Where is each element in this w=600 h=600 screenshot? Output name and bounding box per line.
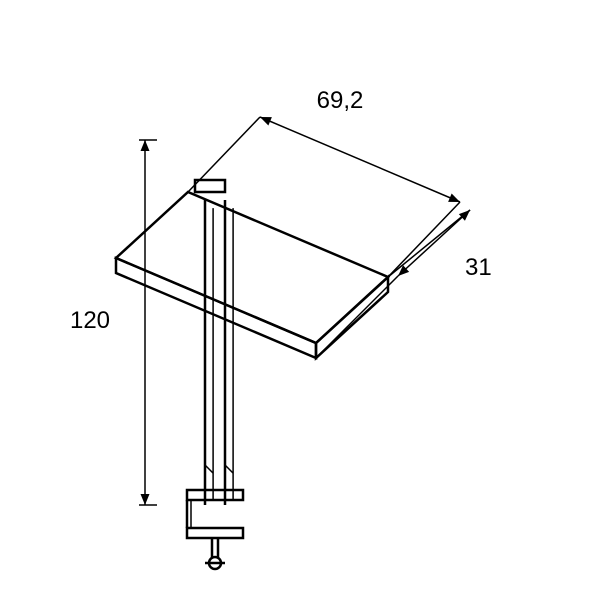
lamp-object	[116, 180, 388, 569]
dim-height-label: 120	[70, 307, 110, 334]
dimension-drawing: 120 69,2 31	[0, 0, 600, 600]
dim-length-label: 69,2	[317, 87, 364, 114]
dim-depth-label: 31	[465, 254, 492, 281]
